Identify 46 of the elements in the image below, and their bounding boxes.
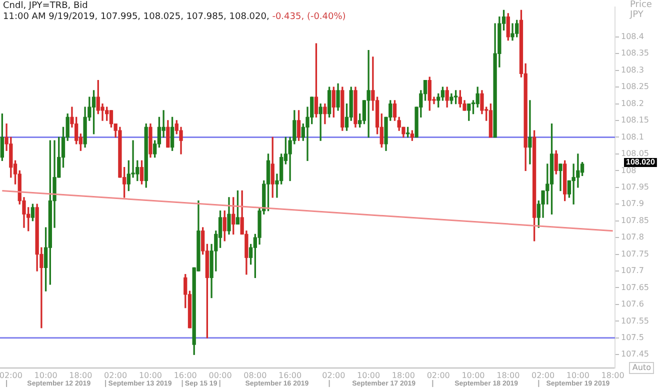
candlestick: [366, 50, 370, 138]
y-tick-label: 107.6: [621, 300, 644, 309]
y-tick-label: 107.85: [621, 216, 649, 225]
x-tick-label: 16:00: [278, 370, 302, 380]
y-tick-label: 108.1: [621, 132, 644, 142]
y-tick-label: 108.05: [621, 149, 649, 158]
y-tick-label: 107.65: [621, 282, 649, 292]
x-tick-label: 18:00: [496, 370, 520, 380]
y-tick-label: 108.15: [621, 116, 649, 125]
text: 108.020: [626, 158, 656, 167]
x-tick-label: 16:00: [174, 370, 197, 380]
x-tick-label: 08:00: [244, 370, 267, 380]
x-tick-label: 18:00: [601, 370, 624, 380]
y-tick-label: 108.25: [621, 82, 649, 92]
x-tick-label: 10:00: [357, 370, 380, 380]
y-tick-label: 108.4: [621, 32, 644, 41]
x-tick-label: 18:00: [392, 370, 415, 380]
y-tick-label: 108.35: [621, 48, 649, 58]
y-tick-label: 107.9: [621, 199, 644, 208]
y-axis-title: Price JPY: [629, 0, 652, 20]
y-tick-label: 107.45: [621, 350, 649, 359]
x-tick-label: 10:00: [462, 370, 485, 380]
x-tick-label: 10:00: [34, 370, 58, 380]
y-tick-label: 107.5: [621, 332, 644, 342]
y-tick-label: 108: [621, 166, 636, 175]
x-tick-label: 00:00: [208, 370, 232, 380]
y-tick-label: 107.95: [621, 182, 649, 192]
x-tick-label: 02:00: [426, 370, 450, 380]
y-tick-label: 107.55: [621, 316, 649, 326]
x-tick-label: 10:00: [566, 370, 590, 380]
x-tick-label: 18:00: [69, 370, 92, 380]
text: 11:00 AM 9/19/2019, 107.995, 108.025, 107.985, 108.020, -0.435, (-0.40%): [3, 12, 346, 22]
candlestick: [528, 100, 532, 164]
x-tick-label: 10:00: [138, 370, 162, 380]
candlestick: [510, 23, 514, 41]
x-tick-label: 02:00: [104, 370, 128, 380]
y-tick-label: 107.8: [621, 232, 644, 242]
x-tick-label: 02:00: [322, 370, 346, 380]
x-tick-label: 02:00: [0, 370, 22, 380]
auto-button: Auto: [629, 362, 654, 374]
chart-title: Cndl, JPY=TRB, Bid: [3, 0, 88, 11]
y-tick-label: 108.3: [621, 65, 644, 74]
y-tick-label: 107.7: [621, 266, 644, 276]
x-tick-label: 02:00: [532, 370, 555, 380]
y-tick-label: 108.2: [621, 98, 644, 108]
y-tick-label: 107.75: [621, 249, 649, 258]
